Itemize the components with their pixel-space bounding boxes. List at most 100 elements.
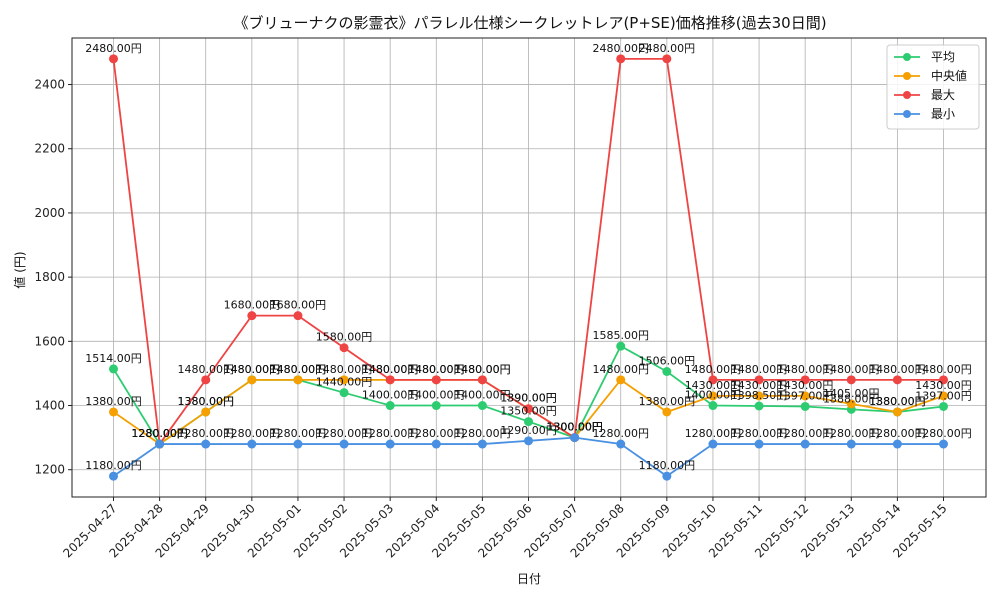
data-point <box>846 399 856 409</box>
data-point <box>570 433 580 443</box>
data-point <box>201 407 211 417</box>
data-point <box>754 375 764 385</box>
data-point <box>616 341 626 351</box>
data-labels: 1514.00円1280.00円1380.00円1480.00円1480.00円… <box>85 42 972 472</box>
data-label: 1180.00円 <box>639 459 696 472</box>
data-label: 2480.00円 <box>639 42 696 55</box>
data-label: 1380.00円 <box>177 395 234 408</box>
data-point <box>708 439 718 449</box>
data-point <box>754 391 764 401</box>
data-label: 1480.00円 <box>454 363 511 376</box>
data-label: 1480.00円 <box>915 363 972 376</box>
data-point <box>800 391 810 401</box>
data-label: 1180.00円 <box>85 459 142 472</box>
data-label: 1280.00円 <box>131 427 188 440</box>
data-point <box>385 439 395 449</box>
data-label: 1480.00円 <box>823 363 880 376</box>
data-label: 1680.00円 <box>270 299 327 312</box>
data-label: 1480.00円 <box>408 363 465 376</box>
data-label: 1480.00円 <box>270 363 327 376</box>
data-point <box>662 407 672 417</box>
data-label: 1380.00円 <box>639 395 696 408</box>
y-axis: 1200 1400 1600 1800 2000 2200 2400 <box>34 78 72 477</box>
data-point <box>616 439 626 449</box>
data-label: 1680.00円 <box>224 299 281 312</box>
data-point <box>524 417 533 427</box>
data-point <box>846 375 856 385</box>
data-label: 1390.00円 <box>500 392 557 405</box>
data-label: 1300.00円 <box>546 421 603 434</box>
data-label: 1350.00円 <box>500 405 557 418</box>
data-label: 1506.00円 <box>639 354 696 367</box>
data-point <box>892 407 902 417</box>
data-label: 1290.00円 <box>500 424 557 437</box>
data-label: 1300.00円 <box>546 421 603 434</box>
data-label: 1280.00円 <box>270 427 327 440</box>
y-tick-label: 2000 <box>34 206 65 220</box>
data-point <box>708 401 718 411</box>
data-point <box>524 436 533 446</box>
data-point <box>109 364 118 374</box>
data-label: 1380.00円 <box>869 395 926 408</box>
data-point <box>339 439 349 449</box>
data-point <box>293 375 303 385</box>
data-label: 1480.00円 <box>177 363 234 376</box>
data-label: 1480.00円 <box>224 363 281 376</box>
data-point <box>662 54 672 64</box>
data-point <box>155 439 165 449</box>
data-label: 1380.00円 <box>177 395 234 408</box>
data-label: 1280.00円 <box>823 427 880 440</box>
data-label: 1280.00円 <box>915 427 972 440</box>
data-label: 1400.00円 <box>454 389 511 402</box>
data-label: 1280.00円 <box>592 427 649 440</box>
data-point <box>477 401 487 411</box>
data-point <box>293 311 303 321</box>
data-point <box>662 366 672 376</box>
data-label: 1280.00円 <box>777 427 834 440</box>
data-label: 2480.00円 <box>85 42 142 55</box>
x-axis-label: 日付 <box>517 572 541 586</box>
data-point <box>708 375 718 385</box>
data-label: 1480.00円 <box>685 363 742 376</box>
legend-entry: 最大 <box>931 88 955 102</box>
series-layer <box>109 54 948 481</box>
data-point <box>616 375 626 385</box>
data-label: 1280.00円 <box>177 427 234 440</box>
data-point <box>431 439 441 449</box>
y-tick-label: 1200 <box>34 463 65 477</box>
data-point <box>201 375 211 385</box>
data-label: 1430.00円 <box>915 379 972 392</box>
data-label: 1388.00円 <box>823 392 880 405</box>
data-label: 1280.00円 <box>224 427 281 440</box>
data-label: 1300.00円 <box>546 421 603 434</box>
data-label: 1480.00円 <box>270 363 327 376</box>
data-point <box>385 375 395 385</box>
data-label: 1480.00円 <box>592 363 649 376</box>
data-point <box>800 375 810 385</box>
data-label: 1280.00円 <box>731 427 788 440</box>
data-label: 1397.00円 <box>915 389 972 402</box>
data-point <box>109 471 118 481</box>
data-point <box>662 471 672 481</box>
data-point <box>109 407 118 417</box>
legend-entry: 最小 <box>931 107 955 121</box>
data-label: 1480.00円 <box>454 363 511 376</box>
data-point <box>892 439 902 449</box>
chart-title: 《ブリューナクの影霊衣》パラレル仕様シークレットレア(P+SE)価格推移(過去3… <box>233 14 826 32</box>
data-point <box>247 311 257 321</box>
y-tick-label: 1600 <box>34 334 65 348</box>
data-point <box>339 388 349 398</box>
data-point <box>892 375 902 385</box>
data-label: 1430.00円 <box>731 379 788 392</box>
data-label: 1280.00円 <box>454 427 511 440</box>
data-label: 1480.00円 <box>408 363 465 376</box>
data-label: 1280.00円 <box>869 427 926 440</box>
data-point <box>247 439 257 449</box>
data-label: 1400.00円 <box>685 389 742 402</box>
data-label: 1480.00円 <box>362 363 419 376</box>
data-point <box>109 54 118 64</box>
data-point <box>800 401 810 411</box>
data-point <box>939 391 948 401</box>
data-label: 1440.00円 <box>316 376 373 389</box>
